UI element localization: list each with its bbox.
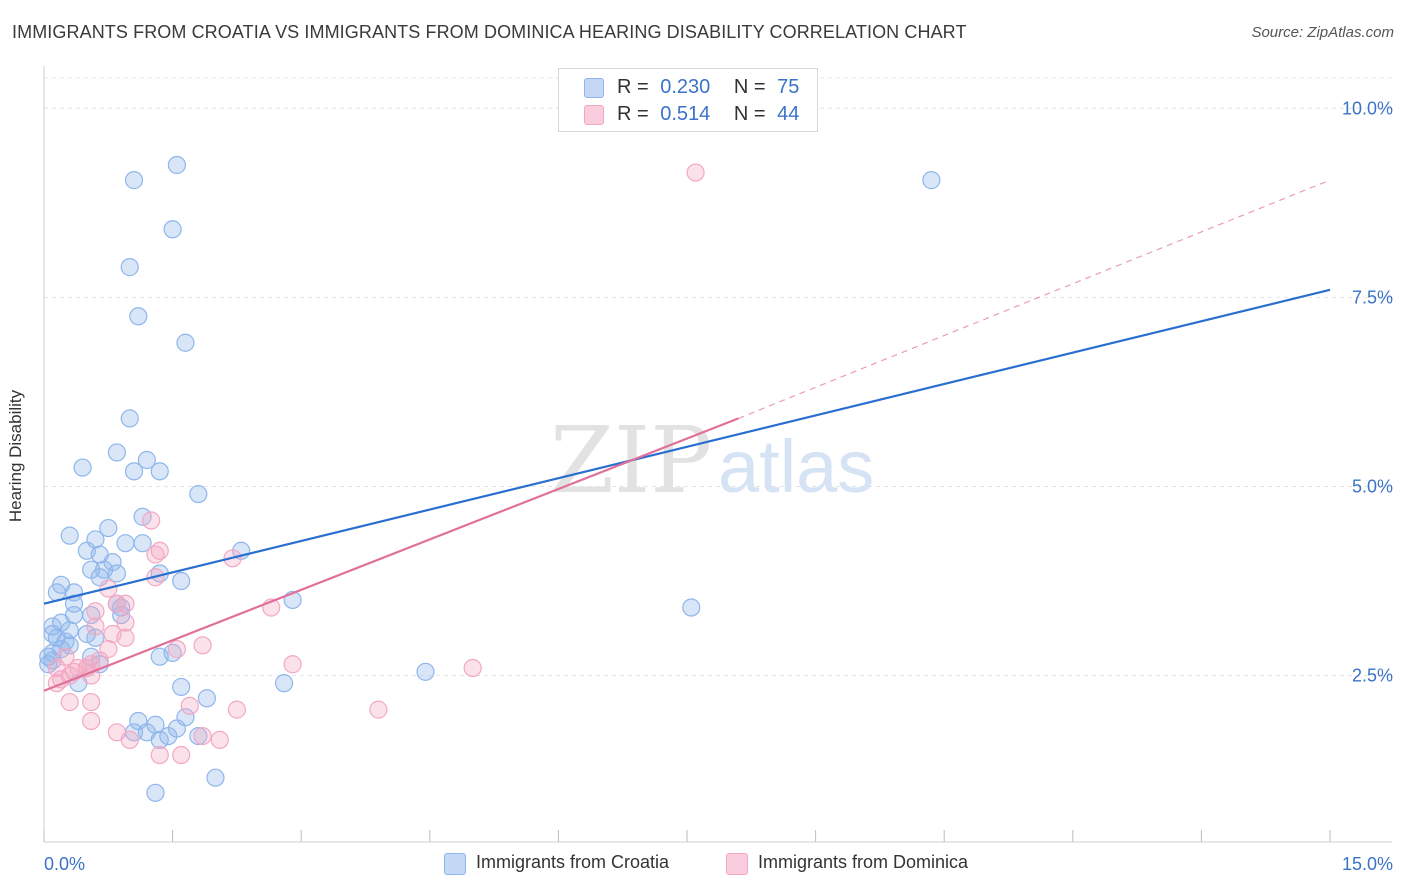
n-label: N = [733, 103, 766, 125]
n-value: 75 [777, 76, 800, 98]
point-croatia [159, 726, 178, 746]
point-croatia [107, 443, 126, 462]
point-croatia [150, 462, 169, 481]
croatia-legend-swatch [444, 853, 466, 875]
x-tick-label-min: 0.0% [44, 854, 85, 874]
r-label: R = [617, 76, 649, 98]
watermark-atlas: atlas [718, 425, 874, 508]
point-croatia [43, 617, 62, 636]
point-croatia [137, 450, 156, 470]
point-croatia [176, 333, 195, 352]
point-croatia [197, 689, 216, 708]
x-tick-label-max: 15.0% [1342, 854, 1393, 874]
point-croatia [922, 171, 941, 190]
stats-legend: R = 0.230 N = 75 R = 0.514 N = 44 [558, 68, 818, 132]
point-dominica [227, 700, 246, 719]
chart-title: IMMIGRANTS FROM CROATIA VS IMMIGRANTS FR… [12, 22, 967, 42]
dominica-swatch [584, 105, 604, 125]
trend-line-croatia [43, 288, 1331, 605]
point-dominica [283, 655, 302, 674]
point-dominica [172, 745, 191, 765]
point-croatia [274, 674, 294, 693]
point-dominica [180, 696, 199, 715]
point-croatia [120, 409, 139, 428]
point-croatia [73, 458, 92, 477]
point-croatia [116, 534, 135, 553]
point-dominica [116, 613, 135, 632]
point-dominica [86, 602, 105, 621]
point-croatia [172, 571, 191, 591]
legend-label-dominica: Immigrants from Dominica [758, 852, 969, 872]
r-label: R = [617, 103, 649, 125]
point-croatia [124, 462, 144, 481]
n-value: 44 [777, 103, 800, 125]
point-dominica [82, 711, 101, 731]
point-dominica [60, 692, 79, 712]
point-dominica [120, 730, 139, 749]
y-tick-label: 2.5% [1352, 666, 1393, 686]
point-dominica [146, 545, 165, 564]
point-croatia [150, 730, 169, 749]
point-dominica [369, 700, 388, 719]
point-croatia [189, 726, 208, 746]
point-dominica [193, 726, 212, 746]
axes [43, 66, 1392, 843]
point-croatia [129, 307, 148, 326]
point-dominica [463, 658, 482, 678]
point-dominica [82, 692, 101, 712]
n-label: N = [733, 76, 766, 98]
point-dominica [116, 594, 135, 613]
legend-label-croatia: Immigrants from Croatia [476, 852, 670, 872]
point-croatia [60, 636, 79, 655]
point-dominica [142, 511, 161, 530]
source-label: Source: ZipAtlas.com [1251, 24, 1394, 41]
point-croatia [682, 598, 701, 617]
point-croatia [99, 518, 118, 538]
watermark: ZIP atlas [550, 407, 874, 514]
point-croatia [60, 526, 79, 545]
data-points [39, 155, 941, 802]
trend-line-dominica-extension [738, 179, 1331, 419]
y-tick-label: 5.0% [1352, 476, 1393, 496]
y-axis-label: Hearing Disability [6, 389, 25, 523]
point-croatia [124, 171, 144, 190]
point-croatia [107, 564, 126, 583]
tick-labels: 2.5% 5.0% 7.5% 10.0% 0.0% 15.0% [44, 98, 1393, 874]
dominica-legend-swatch [726, 853, 748, 875]
point-dominica [150, 745, 169, 765]
point-dominica [116, 628, 135, 647]
croatia-swatch [584, 78, 604, 98]
trend-lines [43, 179, 1331, 692]
point-croatia [172, 677, 191, 697]
point-croatia [416, 662, 435, 681]
point-dominica [686, 163, 705, 182]
point-croatia [146, 783, 165, 802]
point-dominica [167, 640, 186, 659]
y-tick-label: 7.5% [1352, 287, 1393, 307]
trend-line-dominica [43, 417, 739, 692]
point-croatia [163, 220, 182, 239]
point-croatia [189, 484, 208, 504]
point-croatia [120, 258, 139, 277]
grid [44, 77, 1392, 677]
point-croatia [167, 155, 186, 175]
point-dominica [210, 730, 229, 749]
point-dominica [86, 617, 105, 636]
r-value: 0.230 [660, 76, 711, 98]
point-dominica [193, 636, 212, 655]
r-value: 0.514 [660, 103, 711, 125]
point-croatia [206, 768, 225, 787]
point-croatia [133, 507, 152, 526]
y-tick-label: 10.0% [1342, 98, 1393, 118]
